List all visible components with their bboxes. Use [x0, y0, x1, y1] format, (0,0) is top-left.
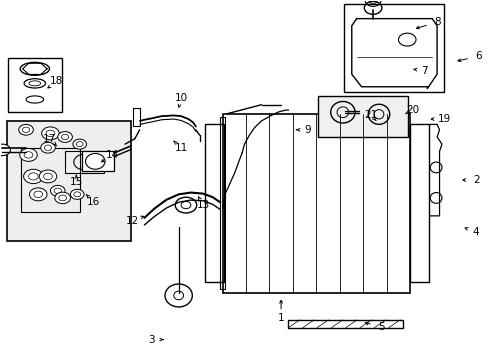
Text: 21: 21: [364, 111, 377, 121]
Bar: [344, 4, 444, 92]
Bar: [21, 148, 80, 212]
Text: 13: 13: [196, 200, 209, 210]
Text: 10: 10: [174, 93, 187, 103]
Bar: [288, 320, 402, 328]
Ellipse shape: [19, 125, 33, 135]
Bar: [220, 117, 224, 289]
Text: 4: 4: [472, 227, 478, 237]
Ellipse shape: [41, 142, 55, 153]
Ellipse shape: [23, 169, 43, 184]
Ellipse shape: [70, 189, 84, 199]
Ellipse shape: [164, 284, 192, 307]
Ellipse shape: [20, 148, 37, 161]
Ellipse shape: [39, 170, 57, 183]
Text: 11: 11: [174, 143, 187, 153]
Text: 3: 3: [148, 334, 155, 345]
Bar: [82, 151, 114, 171]
Bar: [133, 108, 140, 126]
Ellipse shape: [175, 197, 196, 213]
Ellipse shape: [429, 162, 441, 173]
Text: 17: 17: [43, 134, 56, 144]
Ellipse shape: [55, 192, 70, 204]
Ellipse shape: [429, 193, 441, 203]
Ellipse shape: [50, 185, 65, 196]
Text: 14: 14: [106, 150, 119, 160]
Bar: [6, 121, 131, 241]
Ellipse shape: [58, 132, 72, 142]
Ellipse shape: [85, 153, 105, 169]
Bar: [409, 125, 428, 282]
Ellipse shape: [29, 188, 47, 201]
Text: 7: 7: [421, 66, 427, 76]
Text: 9: 9: [304, 125, 310, 135]
Text: 12: 12: [125, 216, 139, 226]
Ellipse shape: [167, 288, 189, 306]
Bar: [65, 151, 104, 173]
Bar: [317, 96, 407, 137]
Bar: [222, 114, 409, 293]
Ellipse shape: [73, 139, 86, 149]
Text: 18: 18: [50, 76, 63, 86]
Text: 16: 16: [86, 197, 100, 207]
Text: 8: 8: [433, 17, 440, 27]
Ellipse shape: [0, 144, 10, 156]
Text: 2: 2: [472, 175, 478, 185]
Text: 6: 6: [474, 51, 481, 61]
Bar: [8, 58, 61, 112]
Text: 19: 19: [437, 114, 450, 124]
Text: 1: 1: [277, 313, 284, 323]
Text: 15: 15: [69, 177, 83, 187]
Text: 20: 20: [406, 105, 418, 115]
Bar: [205, 125, 224, 282]
Text: 5: 5: [377, 322, 384, 332]
Ellipse shape: [41, 127, 59, 140]
